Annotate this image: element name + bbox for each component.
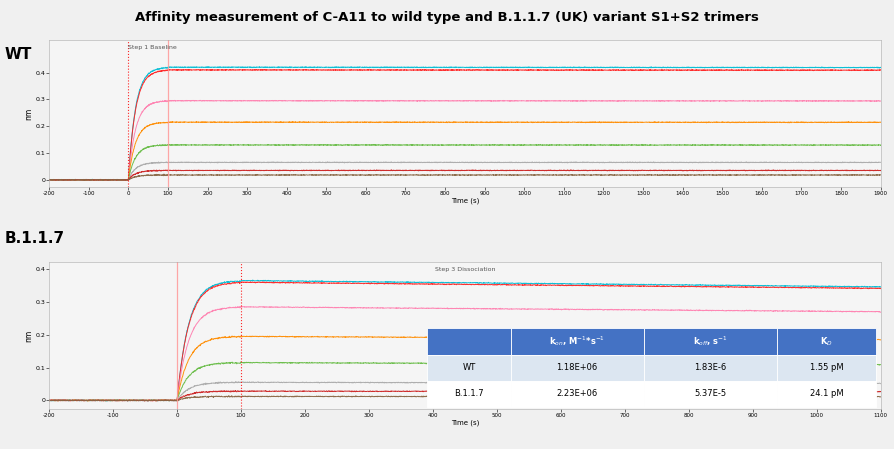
FancyBboxPatch shape	[427, 328, 510, 355]
Text: K$_D$: K$_D$	[820, 335, 833, 348]
FancyBboxPatch shape	[427, 355, 510, 381]
X-axis label: Time (s): Time (s)	[451, 197, 479, 203]
FancyBboxPatch shape	[644, 381, 777, 407]
FancyBboxPatch shape	[427, 381, 510, 407]
Text: 1.55 pM: 1.55 pM	[810, 363, 843, 372]
Text: 1.18E+06: 1.18E+06	[556, 363, 598, 372]
FancyBboxPatch shape	[510, 328, 644, 355]
Text: WT: WT	[462, 363, 476, 372]
Text: 24.1 pM: 24.1 pM	[810, 389, 843, 398]
FancyBboxPatch shape	[777, 355, 876, 381]
FancyBboxPatch shape	[777, 381, 876, 407]
X-axis label: Time (s): Time (s)	[451, 419, 479, 426]
Text: WT: WT	[4, 47, 32, 62]
Text: Step 3 Dissociation: Step 3 Dissociation	[434, 267, 495, 272]
Text: 1.83E-6: 1.83E-6	[694, 363, 726, 372]
Text: k$_{off}$, s$^{-1}$: k$_{off}$, s$^{-1}$	[693, 335, 728, 348]
Text: k$_{on}$, M$^{-1}$*s$^{-1}$: k$_{on}$, M$^{-1}$*s$^{-1}$	[549, 335, 605, 348]
FancyBboxPatch shape	[510, 381, 644, 407]
Text: Affinity measurement of C-A11 to wild type and B.1.1.7 (UK) variant S1+S2 trimer: Affinity measurement of C-A11 to wild ty…	[135, 11, 759, 24]
Text: 2.23E+06: 2.23E+06	[556, 389, 598, 398]
Text: 5.37E-5: 5.37E-5	[694, 389, 726, 398]
FancyBboxPatch shape	[777, 328, 876, 355]
FancyBboxPatch shape	[644, 328, 777, 355]
Y-axis label: nm: nm	[25, 107, 34, 119]
Text: B.1.1.7: B.1.1.7	[4, 231, 64, 246]
Text: Step 1 Baseline: Step 1 Baseline	[128, 45, 177, 50]
Y-axis label: nm: nm	[25, 330, 34, 342]
FancyBboxPatch shape	[644, 355, 777, 381]
Text: B.1.1.7: B.1.1.7	[454, 389, 484, 398]
FancyBboxPatch shape	[510, 355, 644, 381]
